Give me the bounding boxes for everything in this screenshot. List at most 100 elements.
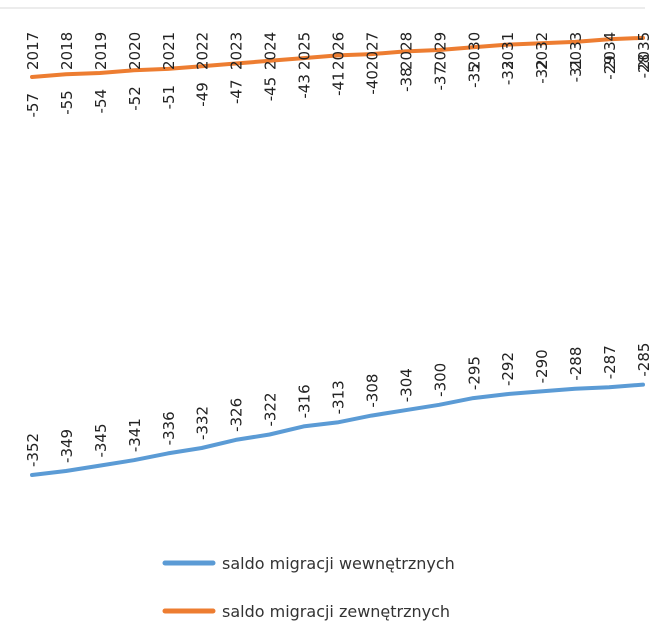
data-label: -54 xyxy=(92,89,110,114)
data-point xyxy=(403,408,407,412)
x-tick-label: 2022 xyxy=(194,32,212,70)
series-layer xyxy=(30,35,645,477)
data-label: -49 xyxy=(194,82,212,107)
data-point xyxy=(268,59,272,63)
data-label: -33 xyxy=(499,61,517,86)
data-point xyxy=(336,420,339,424)
data-point xyxy=(132,458,136,462)
data-point xyxy=(302,424,306,428)
data-label: -326 xyxy=(228,398,246,432)
data-label: -41 xyxy=(330,71,348,96)
data-label: -55 xyxy=(58,90,76,115)
x-tick-label: 2030 xyxy=(465,32,483,70)
data-label: -57 xyxy=(24,93,42,118)
data-label: -313 xyxy=(330,380,348,414)
data-point xyxy=(437,48,441,52)
x-tick-label: 2029 xyxy=(431,32,449,70)
x-tick-label: 2025 xyxy=(296,32,314,70)
data-label: -295 xyxy=(465,356,483,390)
x-tick-label: 2021 xyxy=(160,32,178,70)
data-point xyxy=(166,451,170,455)
legend-label: saldo migracji zewnętrznych xyxy=(222,602,450,621)
data-label: -40 xyxy=(363,70,381,95)
data-point xyxy=(505,392,509,396)
legend-label: saldo migracji wewnętrznych xyxy=(222,554,455,573)
data-point xyxy=(573,40,577,44)
data-label: -37 xyxy=(431,66,449,91)
x-tick-label: 2028 xyxy=(397,32,415,70)
data-point xyxy=(98,71,102,75)
data-label: -308 xyxy=(363,374,381,408)
data-point xyxy=(471,45,475,49)
data-label: -336 xyxy=(160,411,178,445)
data-point xyxy=(641,383,645,387)
data-point xyxy=(98,464,102,468)
data-point xyxy=(200,64,204,68)
data-point xyxy=(336,53,339,57)
data-point xyxy=(607,37,611,41)
x-tick-label: 2034 xyxy=(601,32,619,70)
data-label: -285 xyxy=(635,343,653,377)
data-label: -51 xyxy=(160,85,178,110)
data-label: -47 xyxy=(228,80,246,105)
data-label: -52 xyxy=(126,86,144,111)
x-tick-label: 2018 xyxy=(58,32,76,70)
data-label: -29 xyxy=(601,55,619,79)
data-label: -332 xyxy=(194,406,212,440)
data-point xyxy=(539,389,543,393)
data-point xyxy=(234,62,238,66)
data-label: -32 xyxy=(533,59,551,84)
data-label: -35 xyxy=(465,63,483,88)
data-label: -349 xyxy=(58,429,76,463)
data-label: -322 xyxy=(262,392,280,426)
data-point xyxy=(505,43,509,47)
data-point xyxy=(64,469,68,473)
x-tick-label: 2017 xyxy=(24,32,42,70)
data-label: -38 xyxy=(397,67,415,92)
data-point xyxy=(64,72,68,76)
data-label: -45 xyxy=(262,77,280,102)
data-point xyxy=(30,473,34,477)
data-point xyxy=(539,41,543,45)
data-point xyxy=(234,438,238,442)
x-tick-label: 2020 xyxy=(126,32,144,70)
x-tick-label: 2033 xyxy=(567,32,585,70)
x-tick-label: 2032 xyxy=(533,32,551,70)
data-point xyxy=(573,387,577,391)
data-label: -31 xyxy=(567,58,585,83)
data-point xyxy=(30,75,34,79)
x-tick-label: 2023 xyxy=(228,32,246,70)
data-point xyxy=(437,403,441,407)
x-tick-label: 2024 xyxy=(262,32,280,70)
label-layer: 2017 2018 2019 2020 2021 2022 2023 2024 2025 2026… xyxy=(24,32,653,467)
x-tick-label: 2027 xyxy=(363,32,381,70)
data-label: -345 xyxy=(92,424,110,458)
data-point xyxy=(369,414,373,418)
x-tick-label: 2035 xyxy=(635,32,653,70)
x-tick-label: 2026 xyxy=(330,32,348,70)
data-label: -288 xyxy=(567,347,585,381)
data-label: -290 xyxy=(533,349,551,383)
data-label: -28 xyxy=(635,54,653,78)
data-label: -292 xyxy=(499,352,517,386)
x-tick-label: 2031 xyxy=(499,32,517,70)
data-label: -300 xyxy=(431,363,449,397)
data-point xyxy=(369,52,373,56)
data-point xyxy=(302,56,306,60)
data-point xyxy=(471,396,475,400)
data-label: -304 xyxy=(397,368,415,402)
data-label: -352 xyxy=(24,433,42,467)
data-point xyxy=(641,36,645,40)
data-point xyxy=(166,67,170,71)
legend: saldo migracji wewnętrznych saldo migracj… xyxy=(162,554,455,621)
data-label: -341 xyxy=(126,418,144,452)
data-point xyxy=(200,446,204,450)
data-label: -43 xyxy=(296,74,314,99)
data-point xyxy=(607,385,611,389)
data-point xyxy=(403,49,407,53)
x-tick-label: 2019 xyxy=(92,32,110,70)
data-point xyxy=(132,68,136,72)
data-label: -287 xyxy=(601,345,619,379)
data-label: -316 xyxy=(296,384,314,418)
